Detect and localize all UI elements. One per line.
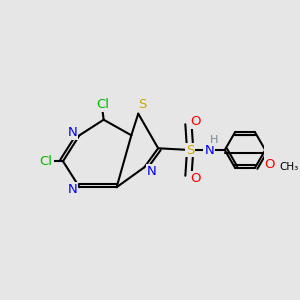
Text: N: N	[147, 165, 157, 178]
Text: Cl: Cl	[40, 155, 52, 168]
Text: N: N	[67, 183, 77, 196]
Text: CH₃: CH₃	[279, 162, 298, 172]
Text: O: O	[190, 172, 201, 184]
Text: S: S	[138, 98, 146, 111]
Text: O: O	[190, 116, 201, 128]
Text: H: H	[210, 135, 218, 145]
Text: N: N	[67, 126, 77, 139]
Text: O: O	[265, 158, 275, 171]
Text: S: S	[186, 143, 194, 157]
Text: N: N	[204, 143, 214, 157]
Text: Cl: Cl	[96, 98, 109, 111]
